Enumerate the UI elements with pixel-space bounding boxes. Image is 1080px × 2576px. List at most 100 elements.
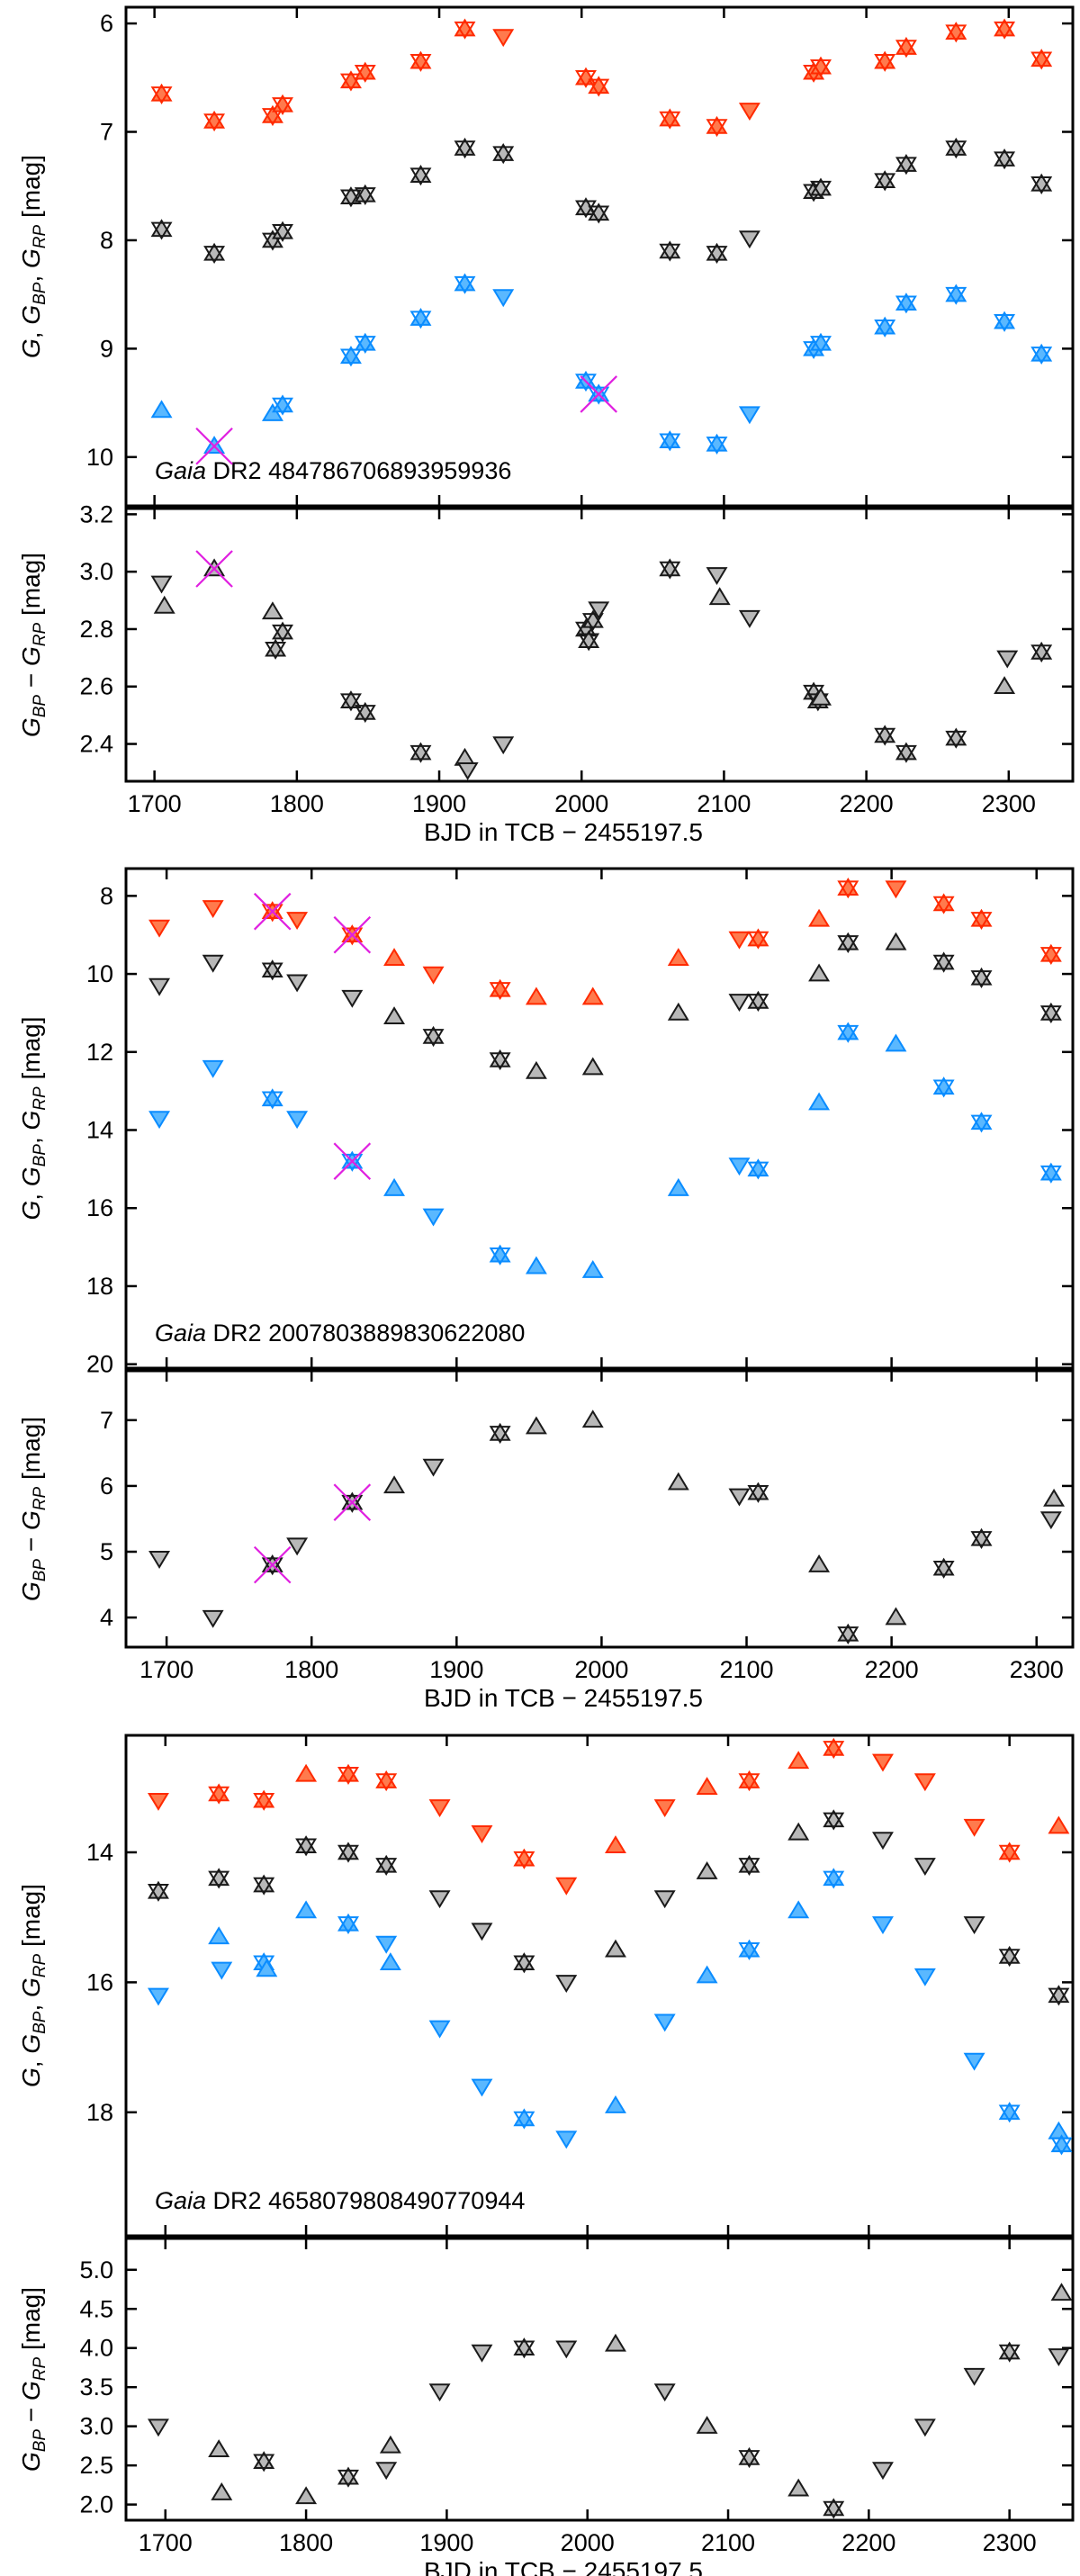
data-point-down [1040, 1005, 1062, 1024]
data-point-down [410, 53, 432, 72]
data-point-down [555, 2340, 578, 2359]
y-tick-label: 2.5 [79, 2452, 113, 2479]
x-tick-label: 2200 [842, 2529, 896, 2556]
data-point-down [203, 246, 226, 265]
x-tick-label: 1700 [140, 1656, 194, 1683]
data-point-up [383, 1177, 406, 1196]
data-point-down [1048, 1987, 1070, 2006]
data-point-down [428, 2020, 451, 2039]
panel-4: 1700 1800 1900 2000 2100 2200 2300 4 5 6 7 GBP − GR… [17, 1369, 1075, 1712]
y-tick-label: 2.4 [79, 731, 113, 758]
data-point-down [339, 189, 362, 208]
x-tick-label: 2000 [574, 1656, 628, 1683]
axes-frame [124, 507, 1075, 783]
data-point-down [874, 727, 896, 746]
data-point-down [272, 224, 293, 242]
x-tick-label: 2200 [840, 790, 894, 817]
data-point-up [208, 1926, 230, 1945]
data-point-down [653, 1799, 676, 1818]
data-point-down [1040, 947, 1062, 966]
data-point-down [575, 70, 597, 88]
data-point-down [422, 1208, 445, 1227]
data-point-up [261, 403, 284, 421]
data-point-down [202, 1609, 224, 1628]
data-point-down [837, 880, 860, 899]
series-g-bp-g-rp [147, 2283, 1073, 2519]
y-tick-label: 18 [86, 1273, 113, 1300]
data-point-down [810, 180, 832, 199]
data-point-down [148, 919, 171, 938]
data-point-down [261, 232, 284, 251]
data-point-down [1040, 1165, 1062, 1184]
y-tick-label: 18 [86, 2099, 113, 2126]
data-point-up [581, 1259, 604, 1278]
data-point-down [659, 111, 681, 130]
data-point-down [872, 1832, 894, 1851]
rejected-point [333, 915, 372, 954]
x-tick-label: 2300 [983, 2529, 1037, 2556]
y-tick-label: 2.6 [79, 673, 113, 700]
data-point-down [513, 1955, 536, 1974]
data-point-down [738, 1942, 760, 1960]
data-point-down [454, 21, 476, 40]
data-point-down [874, 320, 896, 338]
y-axis-label: GBP − GRP [mag] [17, 1417, 50, 1601]
y-axis-label: G, GBP, GRP [mag] [17, 155, 50, 358]
data-point-down [428, 1890, 451, 1909]
data-point-down [375, 1858, 398, 1877]
data-point-down [489, 982, 511, 1001]
data-point-down [341, 1153, 364, 1172]
data-point-up [808, 963, 831, 982]
data-point-down [659, 561, 681, 580]
data-point-down [728, 931, 751, 950]
data-point-down [728, 1157, 751, 1176]
data-point-down [1030, 51, 1053, 70]
data-point-down [410, 311, 432, 329]
data-point-up [788, 1751, 810, 1770]
data-point-up [256, 1959, 278, 1977]
y-tick-label: 6 [100, 1473, 113, 1500]
data-point-down [341, 927, 364, 946]
data-point-up [885, 1033, 907, 1052]
y-tick-label: 7 [100, 1407, 113, 1434]
data-point-down [932, 896, 955, 914]
axes-frame [124, 5, 1075, 508]
data-point-down [588, 78, 610, 97]
data-point-down [895, 295, 917, 314]
data-point-down [963, 2367, 986, 2386]
data-point-down [253, 1792, 275, 1811]
y-tick-label: 10 [86, 444, 113, 471]
data-point-up [810, 687, 832, 706]
data-point-down [150, 221, 173, 240]
data-point-down [422, 1029, 445, 1048]
series-g-rp [150, 18, 1053, 138]
data-point-down [338, 2469, 359, 2488]
y-tick-label: 10 [86, 960, 113, 987]
data-point-down [555, 1975, 578, 1994]
data-point-up [667, 1002, 689, 1021]
x-tick-label: 2100 [719, 1656, 773, 1683]
data-point-down [837, 1626, 860, 1645]
x-tick-label: 1800 [284, 1656, 338, 1683]
data-point-down [945, 140, 968, 159]
source-annotation: Gaia DR2 4658079808490770944 [155, 2187, 525, 2214]
data-point-down [513, 1851, 536, 1869]
panels: 6 7 8 9 10 G, GBP, GRP [mag] Gaia DR2 48478670… [17, 5, 1075, 2576]
data-point-up [667, 948, 689, 966]
x-tick-label: 1800 [279, 2529, 333, 2556]
data-point-down [970, 970, 993, 989]
data-point-down [265, 642, 287, 660]
data-point-down [261, 108, 284, 127]
axes-frame [124, 2237, 1075, 2522]
data-point-down [272, 97, 293, 116]
data-point-down [706, 119, 728, 138]
data-point-down [1050, 2137, 1073, 2156]
y-axis-label: GBP − GRP [mag] [17, 2287, 50, 2472]
y-tick-label: 6 [100, 10, 113, 37]
data-point-up [696, 1861, 718, 1879]
data-point-up [994, 676, 1016, 695]
data-point-down [810, 59, 832, 77]
data-point-down [489, 1426, 511, 1445]
data-point-down [354, 187, 376, 205]
data-point-down [295, 1838, 318, 1857]
